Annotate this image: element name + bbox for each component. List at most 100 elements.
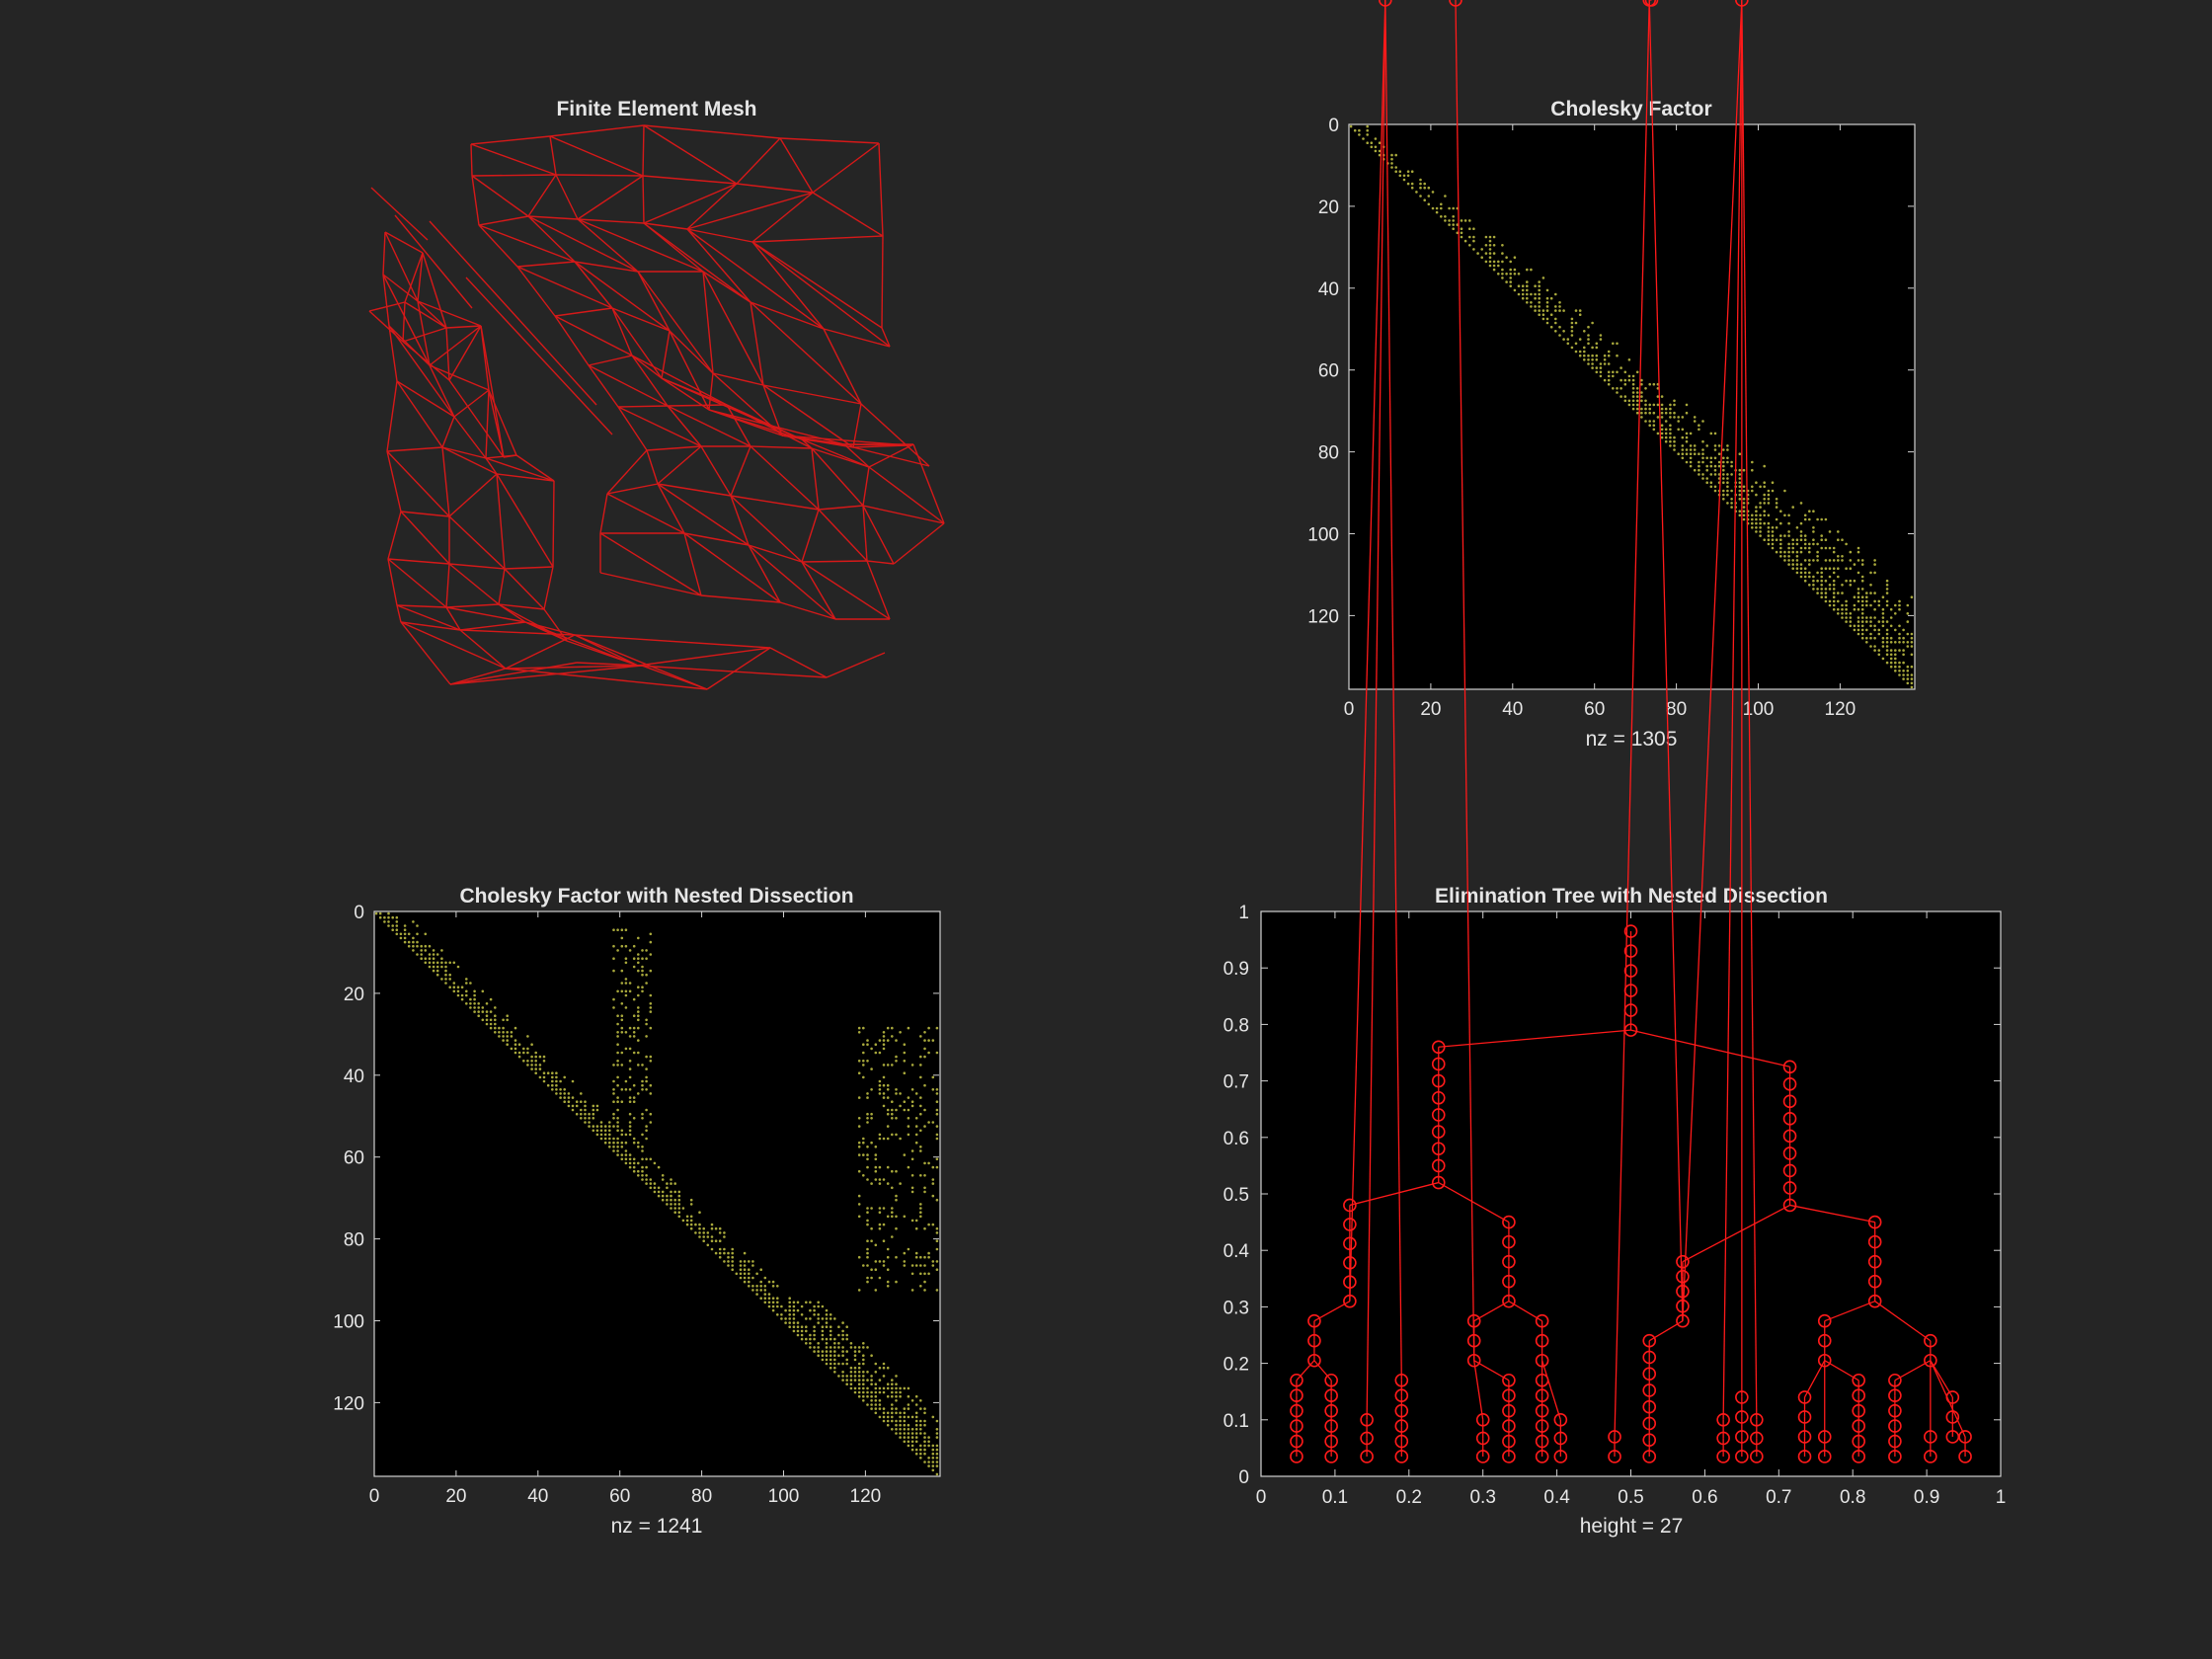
mesh-edge — [637, 665, 828, 678]
tree-node — [1290, 1388, 1304, 1403]
nonzero-marker — [616, 949, 619, 952]
y-tick-label: 0.7 — [1224, 1072, 1249, 1093]
nonzero-marker — [538, 1067, 542, 1070]
nonzero-marker — [1513, 268, 1517, 272]
nonzero-marker — [1837, 538, 1840, 541]
nonzero-marker — [1860, 624, 1864, 628]
nonzero-marker — [465, 1002, 468, 1005]
nonzero-marker — [657, 1165, 661, 1169]
tree-node — [1623, 984, 1638, 997]
mesh-edge — [801, 561, 836, 620]
tree-node — [1466, 1313, 1481, 1328]
nonzero-marker — [473, 997, 476, 1001]
nonzero-marker — [1698, 460, 1700, 464]
nonzero-marker — [1526, 296, 1529, 300]
nonzero-marker — [1902, 661, 1905, 665]
mesh-edge — [488, 389, 505, 458]
mesh-edge — [748, 544, 781, 603]
nonzero-marker — [1881, 616, 1885, 619]
nonzero-marker — [1562, 338, 1565, 341]
nonzero-marker — [1808, 563, 1811, 566]
nonzero-marker — [1644, 411, 1647, 415]
nonzero-marker — [1845, 612, 1848, 615]
nonzero-marker — [878, 1386, 882, 1390]
nonzero-marker — [1860, 603, 1864, 607]
nonzero-marker — [919, 1207, 922, 1210]
mesh-edge — [485, 389, 490, 459]
nonzero-marker — [522, 1060, 525, 1063]
nonzero-marker — [1583, 358, 1586, 361]
nonzero-marker — [1631, 403, 1635, 407]
nonzero-marker — [907, 1386, 910, 1390]
nonzero-marker — [776, 1297, 779, 1300]
mesh-edge — [708, 409, 803, 440]
nonzero-marker — [502, 1039, 505, 1042]
nonzero-marker — [1541, 309, 1545, 312]
nonzero-marker — [670, 1190, 672, 1194]
nonzero-marker — [886, 1064, 890, 1066]
nonzero-marker — [1664, 428, 1668, 432]
nonzero-marker — [1698, 473, 1700, 476]
nonzero-marker — [935, 1088, 939, 1091]
nonzero-marker — [1549, 296, 1553, 300]
mesh-edge — [496, 473, 554, 568]
nonzero-marker — [1832, 579, 1836, 583]
nonzero-marker — [895, 1194, 898, 1198]
nonzero-marker — [886, 1419, 890, 1423]
nonzero-marker — [620, 1133, 624, 1137]
nonzero-marker — [1767, 498, 1771, 501]
nonzero-marker — [1595, 346, 1599, 350]
nonzero-marker — [825, 1313, 829, 1316]
nonzero-marker — [1635, 407, 1639, 411]
nonzero-marker — [862, 1342, 865, 1345]
mesh-edge — [480, 325, 505, 458]
nonzero-marker — [1791, 559, 1794, 562]
nonzero-marker — [914, 1219, 918, 1223]
nonzero-marker — [771, 1308, 775, 1312]
nonzero-marker — [378, 915, 382, 919]
nonzero-marker — [416, 944, 419, 948]
nonzero-marker — [886, 1112, 890, 1116]
nonzero-marker — [931, 1461, 935, 1463]
nonzero-marker — [1460, 227, 1463, 230]
mesh-edge — [386, 380, 398, 452]
nonzero-marker — [1549, 313, 1553, 317]
nonzero-marker — [853, 1346, 857, 1349]
nonzero-marker — [886, 1125, 890, 1128]
nonzero-marker — [1452, 206, 1455, 210]
nonzero-marker — [1631, 387, 1635, 390]
nonzero-marker — [1677, 452, 1680, 456]
nonzero-marker — [653, 1161, 657, 1165]
nonzero-marker — [628, 1026, 632, 1030]
nonzero-marker — [526, 1060, 529, 1063]
nonzero-marker — [1660, 428, 1664, 432]
nonzero-marker — [452, 989, 456, 993]
nonzero-marker — [723, 1235, 726, 1238]
nonzero-marker — [1640, 395, 1643, 398]
nonzero-marker — [882, 1260, 886, 1263]
mesh-edge — [657, 483, 732, 497]
mesh-edge — [588, 355, 633, 366]
nonzero-marker — [919, 1255, 922, 1259]
nonzero-marker — [677, 1215, 681, 1219]
nonzero-marker — [1783, 489, 1786, 493]
nonzero-marker — [1902, 628, 1905, 632]
nonzero-marker — [1779, 538, 1782, 541]
nonzero-marker — [1480, 248, 1483, 251]
nonzero-marker — [1873, 636, 1876, 640]
nonzero-marker — [886, 1382, 890, 1385]
nonzero-marker — [862, 1375, 865, 1378]
nonzero-marker — [485, 1022, 489, 1026]
nonzero-marker — [1673, 416, 1676, 419]
nonzero-marker — [1635, 411, 1639, 415]
mesh-edge — [384, 231, 424, 254]
nonzero-marker — [599, 1137, 603, 1141]
nonzero-marker — [792, 1317, 796, 1320]
nonzero-marker — [1709, 456, 1713, 460]
nonzero-marker — [1521, 292, 1525, 296]
tree-node — [1466, 1333, 1481, 1348]
nonzero-marker — [494, 1018, 497, 1022]
nonzero-marker — [403, 940, 407, 944]
nonzero-marker — [481, 1018, 485, 1022]
nonzero-marker — [666, 1203, 669, 1206]
